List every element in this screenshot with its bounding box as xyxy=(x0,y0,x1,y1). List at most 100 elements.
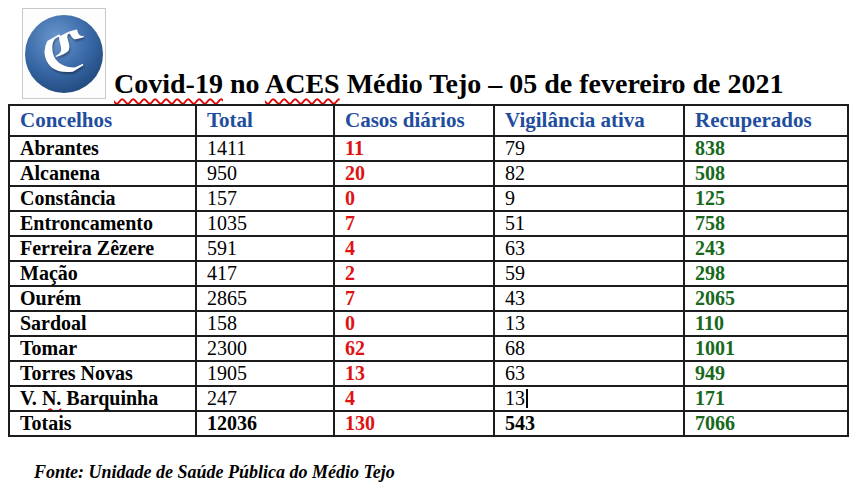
cell-total[interactable]: 12036 xyxy=(196,411,334,436)
cell-vigilancia-ativa[interactable]: 543 xyxy=(494,411,684,436)
cell-concelho[interactable]: Ferreira Zêzere xyxy=(9,236,196,261)
title-segment: Covid-19 xyxy=(114,68,223,99)
cell-casos-diarios-value: 0 xyxy=(345,312,355,334)
cell-total[interactable]: 247 xyxy=(196,386,334,411)
cell-recuperados[interactable]: 171 xyxy=(684,386,848,411)
cell-casos-diarios-value: 4 xyxy=(345,387,355,409)
cell-vigilancia-ativa[interactable]: 51 xyxy=(494,211,684,236)
title-segment: ACES xyxy=(265,68,340,99)
cell-casos-diarios-value: 130 xyxy=(345,412,375,434)
cell-concelho[interactable]: V. N. Barquinha xyxy=(9,386,196,411)
document-page: { "logo": { "letter": "ℭ" }, "title": { … xyxy=(0,0,855,492)
column-header[interactable]: Vigilância ativa xyxy=(494,105,684,136)
cell-casos-diarios[interactable]: 0 xyxy=(334,186,494,211)
cell-total-value: 12036 xyxy=(207,412,257,434)
covid-table: ConcelhosTotalCasos diáriosVigilância at… xyxy=(8,104,849,437)
cell-casos-diarios[interactable]: 130 xyxy=(334,411,494,436)
cell-recuperados[interactable]: 949 xyxy=(684,361,848,386)
cell-total-value: 158 xyxy=(207,312,237,334)
cell-total[interactable]: 950 xyxy=(196,161,334,186)
column-header[interactable]: Concelhos xyxy=(9,105,196,136)
cell-casos-diarios[interactable]: 4 xyxy=(334,236,494,261)
cell-total[interactable]: 1905 xyxy=(196,361,334,386)
cell-vigilancia-ativa[interactable]: 59 xyxy=(494,261,684,286)
cell-concelho[interactable]: Torres Novas xyxy=(9,361,196,386)
cell-casos-diarios[interactable]: 7 xyxy=(334,286,494,311)
page-title[interactable]: Covid-19 no ACES Médio Tejo – 05 de feve… xyxy=(114,68,783,100)
cell-vigilancia-ativa[interactable]: 63 xyxy=(494,236,684,261)
cell-recuperados[interactable]: 243 xyxy=(684,236,848,261)
cell-vigilancia-ativa-value: 63 xyxy=(505,362,525,384)
cell-total[interactable]: 158 xyxy=(196,311,334,336)
cell-total-value: 247 xyxy=(207,387,237,409)
cell-casos-diarios-value: 62 xyxy=(345,337,365,359)
cell-casos-diarios[interactable]: 13 xyxy=(334,361,494,386)
table-body: Abrantes14111179838Alcanena9502082508Con… xyxy=(9,136,848,436)
cell-vigilancia-ativa-value: 68 xyxy=(505,337,525,359)
cell-vigilancia-ativa[interactable]: 9 xyxy=(494,186,684,211)
cell-recuperados[interactable]: 758 xyxy=(684,211,848,236)
concelho-name-segment: Abrantes xyxy=(20,137,99,159)
cell-casos-diarios[interactable]: 62 xyxy=(334,336,494,361)
cell-total[interactable]: 2865 xyxy=(196,286,334,311)
cell-total-value: 417 xyxy=(207,262,237,284)
cell-concelho[interactable]: Entroncamento xyxy=(9,211,196,236)
cell-vigilancia-ativa-value: 82 xyxy=(505,162,525,184)
cell-total[interactable]: 417 xyxy=(196,261,334,286)
cell-concelho[interactable]: Totais xyxy=(9,411,196,436)
cell-casos-diarios-value: 2 xyxy=(345,262,355,284)
cell-recuperados[interactable]: 508 xyxy=(684,161,848,186)
totals-row: Totais 12036 130 5437066 xyxy=(9,411,848,436)
cell-recuperados[interactable]: 2065 xyxy=(684,286,848,311)
cell-vigilancia-ativa-value: 43 xyxy=(505,287,525,309)
cell-recuperados[interactable]: 1001 xyxy=(684,336,848,361)
column-header[interactable]: Recuperados xyxy=(684,105,848,136)
table-row: Torres Novas190513 63 949 xyxy=(9,361,848,386)
source-note[interactable]: Fonte: Unidade de Saúde Pública do Médio… xyxy=(34,462,395,483)
cell-concelho[interactable]: Ourém xyxy=(9,286,196,311)
concelho-name-segment: Ferreira Zêzere xyxy=(20,237,154,259)
cell-concelho[interactable]: Tomar xyxy=(9,336,196,361)
newspaper-logo[interactable]: ℭ xyxy=(22,8,106,99)
cell-vigilancia-ativa[interactable]: 79 xyxy=(494,136,684,161)
cell-recuperados[interactable]: 838 xyxy=(684,136,848,161)
cell-casos-diarios-value: 4 xyxy=(345,237,355,259)
cell-vigilancia-ativa[interactable]: 82 xyxy=(494,161,684,186)
cell-casos-diarios[interactable]: 11 xyxy=(334,136,494,161)
cell-concelho[interactable]: Alcanena xyxy=(9,161,196,186)
cell-casos-diarios[interactable]: 7 xyxy=(334,211,494,236)
cell-casos-diarios-value: 7 xyxy=(345,212,355,234)
cell-casos-diarios[interactable]: 0 xyxy=(334,311,494,336)
cell-concelho[interactable]: Constância xyxy=(9,186,196,211)
cell-casos-diarios[interactable]: 4 xyxy=(334,386,494,411)
cell-vigilancia-ativa[interactable]: 43 xyxy=(494,286,684,311)
cell-vigilancia-ativa[interactable]: 13 xyxy=(494,386,684,411)
cell-total[interactable]: 157 xyxy=(196,186,334,211)
cell-vigilancia-ativa-value: 63 xyxy=(505,237,525,259)
cell-total[interactable]: 1411 xyxy=(196,136,334,161)
cell-casos-diarios[interactable]: 20 xyxy=(334,161,494,186)
cell-concelho[interactable]: Sardoal xyxy=(9,311,196,336)
cell-recuperados[interactable]: 125 xyxy=(684,186,848,211)
cell-total[interactable]: 2300 xyxy=(196,336,334,361)
cell-vigilancia-ativa[interactable]: 13 xyxy=(494,311,684,336)
cell-total-value: 2865 xyxy=(207,287,247,309)
column-header[interactable]: Total xyxy=(196,105,334,136)
cell-vigilancia-ativa-value: 59 xyxy=(505,262,525,284)
concelho-name-segment: Ourém xyxy=(20,287,81,309)
cell-total[interactable]: 1035 xyxy=(196,211,334,236)
cell-recuperados[interactable]: 298 xyxy=(684,261,848,286)
text-caret xyxy=(526,389,528,408)
cell-concelho[interactable]: Abrantes xyxy=(9,136,196,161)
cell-recuperados[interactable]: 7066 xyxy=(684,411,848,436)
concelho-name-segment: Tomar xyxy=(20,337,77,359)
cell-casos-diarios[interactable]: 2 xyxy=(334,261,494,286)
cell-vigilancia-ativa[interactable]: 63 xyxy=(494,361,684,386)
cell-recuperados[interactable]: 110 xyxy=(684,311,848,336)
cell-total[interactable]: 591 xyxy=(196,236,334,261)
table-row: Entroncamento1035 7 51758 xyxy=(9,211,848,236)
column-header[interactable]: Casos diários xyxy=(334,105,494,136)
cell-concelho[interactable]: Mação xyxy=(9,261,196,286)
concelho-name-segment: Mação xyxy=(20,262,78,284)
cell-vigilancia-ativa[interactable]: 68 xyxy=(494,336,684,361)
